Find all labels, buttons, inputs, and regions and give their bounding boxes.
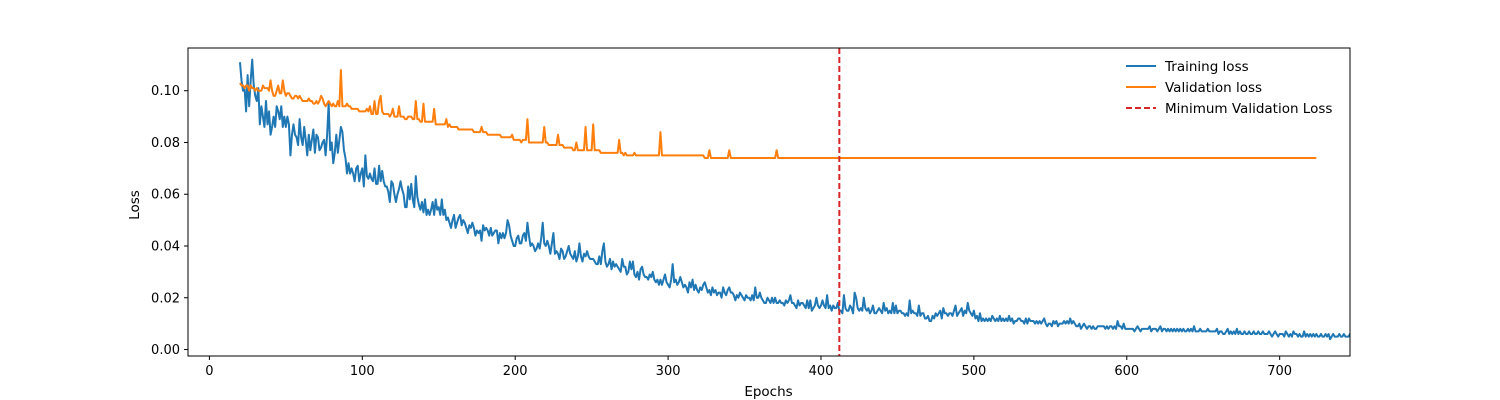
y-tick-label: 0.10 [151,84,180,99]
series-line-validation [239,69,1317,159]
x-tick-label: 500 [961,364,986,379]
y-tick-label: 0.00 [151,343,180,358]
y-tick-label: 0.08 [151,136,180,151]
x-tick-label: 300 [656,364,681,379]
legend-label-training: Training loss [1164,59,1249,75]
y-tick-label: 0.04 [151,240,180,255]
axes: 0 100 200 300 400 500 600 700 0.00 0.02 0.04 0.06 0.… [151,47,1351,379]
x-tick-label: 700 [1267,364,1292,379]
y-axis-label: Loss [127,190,143,220]
plot-frame [187,47,1351,357]
x-tick-label: 100 [350,364,375,379]
y-tick-label: 0.06 [151,188,180,203]
y-tick-label: 0.02 [151,291,180,306]
legend-label-min-line: Minimum Validation Loss [1165,101,1332,117]
series-line-training [238,58,1350,341]
x-tick-label: 0 [205,364,213,379]
x-tick-label: 400 [809,364,834,379]
plot-area [238,48,1350,356]
x-tick-label: 600 [1114,364,1139,379]
legend-label-validation: Validation loss [1165,80,1262,96]
legend: Training loss Validation loss Minimum Va… [1126,59,1332,117]
x-tick-label: 200 [503,364,528,379]
x-axis-label: Epochs [744,384,792,400]
